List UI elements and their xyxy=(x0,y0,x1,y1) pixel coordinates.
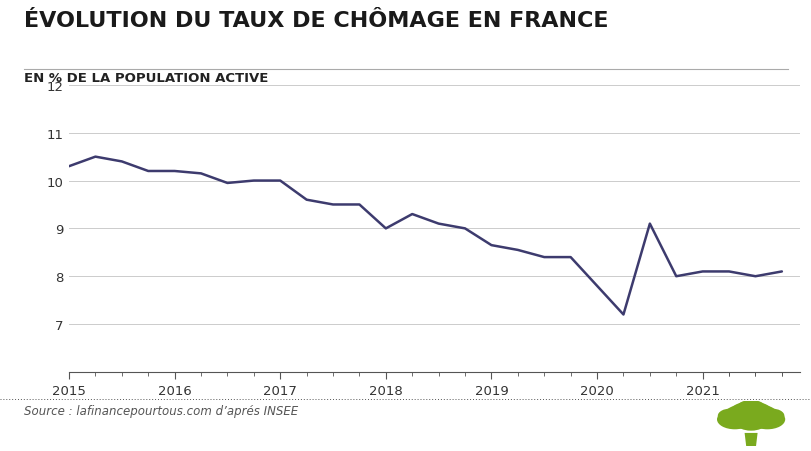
Polygon shape xyxy=(744,433,757,446)
Circle shape xyxy=(727,401,773,427)
Circle shape xyxy=(724,405,757,423)
Text: EN % DE LA POPULATION ACTIVE: EN % DE LA POPULATION ACTIVE xyxy=(24,72,268,85)
Text: ÉVOLUTION DU TAUX DE CHÔMAGE EN FRANCE: ÉVOLUTION DU TAUX DE CHÔMAGE EN FRANCE xyxy=(24,11,608,31)
Circle shape xyxy=(744,405,776,423)
Circle shape xyxy=(717,409,743,423)
Circle shape xyxy=(736,400,765,416)
Circle shape xyxy=(716,410,752,429)
Circle shape xyxy=(734,413,766,431)
Circle shape xyxy=(749,410,784,429)
Circle shape xyxy=(757,409,783,423)
Text: Source : lafinancepourtous.com d’aprés INSEE: Source : lafinancepourtous.com d’aprés I… xyxy=(24,404,298,417)
